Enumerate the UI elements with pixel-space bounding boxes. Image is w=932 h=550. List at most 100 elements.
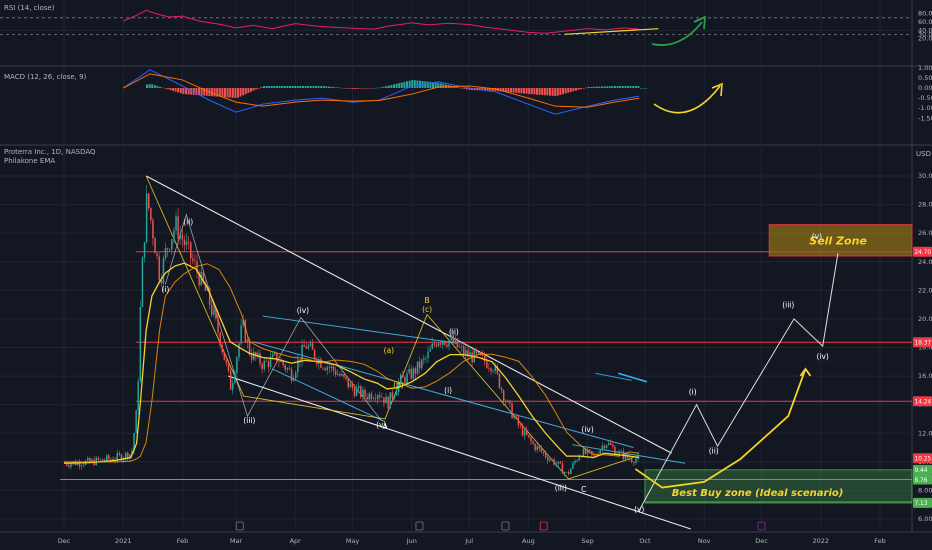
candle-down bbox=[540, 448, 543, 452]
candle-up bbox=[295, 372, 297, 379]
price-badge bbox=[913, 497, 932, 508]
macd-histogram-bar bbox=[200, 88, 203, 96]
price-badge-label: 8.76 bbox=[915, 478, 928, 484]
macd-histogram-bar bbox=[434, 82, 437, 88]
macd-histogram-bar bbox=[465, 88, 468, 90]
macd-histogram-bar bbox=[377, 87, 380, 89]
candle-up bbox=[576, 460, 578, 462]
candle-down bbox=[177, 216, 179, 239]
macd-histogram-bar bbox=[164, 88, 167, 89]
macd-histogram-bar bbox=[606, 86, 609, 88]
candle-down bbox=[534, 444, 536, 450]
candle-down bbox=[261, 364, 263, 369]
candle-up bbox=[137, 381, 139, 411]
wave-label: (iv) bbox=[816, 352, 828, 361]
price-badge-label: 10.25 bbox=[915, 457, 932, 463]
candle-down bbox=[169, 248, 171, 250]
wave-label: (iv) bbox=[297, 306, 309, 315]
macd-histogram-bar bbox=[268, 85, 271, 88]
macd-histogram-bar bbox=[281, 85, 284, 88]
macd-histogram-bar bbox=[182, 88, 185, 95]
wave-label: (iii) bbox=[243, 416, 255, 425]
candle-up bbox=[131, 450, 133, 455]
rsi-tick-label: 60.00 bbox=[918, 18, 932, 26]
candle-up bbox=[171, 239, 173, 250]
wave-label: (b) bbox=[393, 381, 404, 390]
price-badge-label: 9.44 bbox=[915, 468, 928, 474]
macd-histogram-bar bbox=[590, 86, 593, 88]
macd-histogram-bar bbox=[528, 88, 531, 95]
candle-down bbox=[320, 359, 322, 368]
candle-up bbox=[341, 373, 343, 376]
macd-histogram-bar bbox=[536, 88, 538, 95]
candle-down bbox=[402, 374, 404, 378]
macd-histogram-bar bbox=[538, 88, 541, 95]
macd-histogram-bar bbox=[382, 86, 385, 88]
candle-down bbox=[181, 234, 184, 240]
macd-histogram-bar bbox=[471, 88, 473, 91]
price-tick-label: 6.00 bbox=[918, 515, 932, 523]
macd-histogram-bar bbox=[270, 85, 273, 88]
candle-up bbox=[240, 325, 242, 344]
candle-up bbox=[124, 452, 127, 459]
macd-histogram-bar bbox=[335, 87, 338, 88]
projection-yellow-path bbox=[634, 368, 807, 489]
candle-down bbox=[479, 352, 482, 355]
macd-histogram-bar bbox=[177, 88, 180, 93]
candle-up bbox=[301, 344, 303, 363]
wave-label: (c) bbox=[422, 305, 432, 314]
macd-histogram-bar bbox=[325, 86, 328, 88]
main-legend: Proterra Inc., 1D, NASDAQ Philakone EMA bbox=[4, 148, 96, 166]
macd-histogram-bar bbox=[627, 85, 629, 88]
candle-up bbox=[349, 383, 352, 388]
candle-up bbox=[143, 242, 146, 258]
candle-up bbox=[185, 241, 188, 245]
macd-histogram-bar bbox=[226, 88, 229, 98]
candle-down bbox=[345, 376, 347, 379]
x-tick-label: Oct bbox=[639, 537, 651, 545]
macd-histogram-bar bbox=[205, 88, 208, 96]
macd-histogram-bar bbox=[424, 81, 427, 88]
macd-histogram-bar bbox=[556, 88, 559, 96]
macd-histogram-bar bbox=[174, 88, 177, 92]
price-badge bbox=[913, 464, 932, 475]
macd-histogram-bar bbox=[380, 87, 382, 88]
macd-histogram-bar bbox=[403, 81, 406, 88]
macd-histogram-bar bbox=[567, 88, 570, 93]
candle-down bbox=[435, 344, 438, 347]
macd-histogram-bar bbox=[616, 85, 619, 88]
wave-label: (iii) bbox=[782, 300, 794, 309]
candle-up bbox=[173, 230, 175, 240]
candle-down bbox=[305, 346, 307, 349]
price-tick-label: 18.00 bbox=[918, 344, 932, 352]
candle-down bbox=[381, 397, 383, 398]
candle-down bbox=[526, 429, 528, 435]
macd-histogram-bar bbox=[608, 86, 611, 88]
candle-down bbox=[505, 401, 507, 403]
projection-white-path bbox=[638, 253, 839, 511]
candle-up bbox=[297, 359, 299, 373]
channel-line bbox=[595, 372, 632, 381]
macd-histogram-bar bbox=[260, 87, 263, 88]
candle-down bbox=[248, 339, 251, 355]
macd-histogram-bar bbox=[216, 88, 219, 97]
macd-histogram-bar bbox=[559, 88, 562, 95]
macd-histogram-bar bbox=[499, 88, 502, 92]
candle-up bbox=[494, 365, 496, 372]
sell-zone bbox=[768, 224, 913, 257]
macd-histogram-bar bbox=[554, 88, 557, 97]
macd-histogram-bar bbox=[263, 85, 265, 88]
wave-label: (ii) bbox=[709, 446, 719, 455]
macd-histogram-bar bbox=[619, 85, 622, 88]
macd-histogram-bar bbox=[551, 88, 554, 96]
candle-down bbox=[265, 360, 268, 362]
macd-tick-label: 1.00 bbox=[918, 64, 932, 72]
x-tick-label: Jun bbox=[406, 537, 417, 545]
candle-up bbox=[257, 353, 259, 357]
macd-histogram-bar bbox=[562, 88, 564, 95]
candle-down bbox=[303, 344, 305, 347]
sell-zone-label: Sell Zone bbox=[809, 234, 867, 247]
macd-histogram-bar bbox=[406, 81, 408, 88]
macd-histogram-bar bbox=[642, 88, 645, 89]
